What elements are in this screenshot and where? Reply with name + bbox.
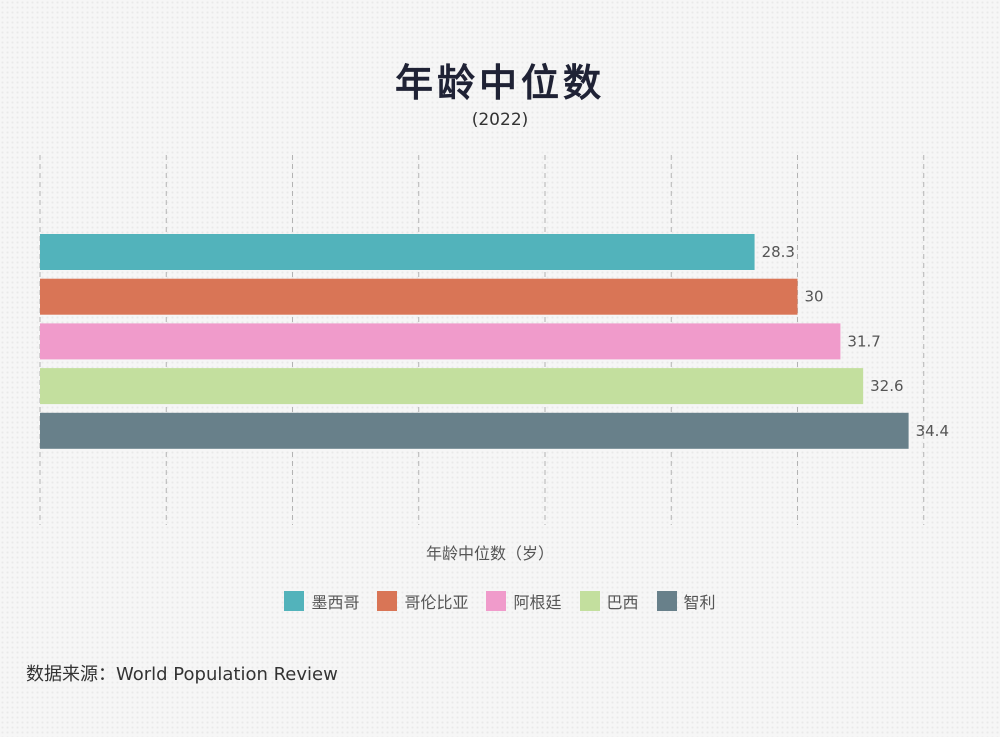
data-label-2: 30 <box>805 288 824 306</box>
legend-item: 哥伦比亚 <box>377 589 468 613</box>
legend-label: 墨西哥 <box>311 593 360 612</box>
bars <box>40 234 909 449</box>
legend-swatch <box>579 591 600 611</box>
legend-swatch <box>656 591 677 611</box>
data-labels: 28.3 30 31.7 32.6 34.4 <box>762 243 949 440</box>
legend-swatch <box>284 591 305 611</box>
legend-label: 巴西 <box>606 593 639 612</box>
legend-label: 阿根廷 <box>513 593 562 612</box>
legend-item: 巴西 <box>579 589 639 613</box>
legend-swatch <box>377 591 398 611</box>
chart-subtitle: (2022) <box>471 110 529 130</box>
data-label-1: 28.3 <box>762 243 795 261</box>
legend-swatch <box>486 591 507 611</box>
data-label-4: 32.6 <box>870 377 903 395</box>
bar-4 <box>40 368 864 405</box>
bar-3 <box>40 323 841 360</box>
bar-1 <box>40 234 755 270</box>
data-source: 数据来源：World Population Review <box>26 664 338 685</box>
chart-title: 年龄中位数 <box>394 61 605 105</box>
data-label-5: 34.4 <box>916 422 949 440</box>
legend: 墨西哥 哥伦比亚 阿根廷 巴西 智利 <box>0 589 1000 613</box>
x-axis-title: 年龄中位数（岁） <box>425 544 554 563</box>
legend-label: 智利 <box>683 593 716 612</box>
legend-label: 哥伦比亚 <box>404 593 469 612</box>
data-label-3: 31.7 <box>847 332 880 350</box>
legend-item: 墨西哥 <box>284 589 359 613</box>
legend-item: 智利 <box>656 589 716 613</box>
legend-item: 阿根廷 <box>486 589 562 613</box>
bar-5 <box>40 412 909 449</box>
bar-2 <box>40 278 798 315</box>
